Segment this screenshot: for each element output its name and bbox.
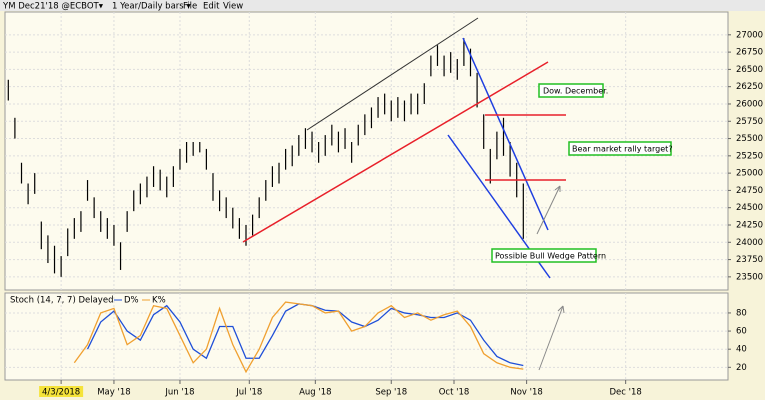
menu-file[interactable]: File: [183, 2, 197, 12]
stoch-title: Stoch (14, 7, 7) Delayed: [10, 296, 113, 306]
x-tick-label: Sep '18: [375, 388, 407, 398]
y-tick-label: 25500: [736, 134, 763, 144]
x-tick-label: Dec '18: [610, 388, 642, 398]
x-tick-label: Jul '18: [235, 388, 262, 398]
annotation-box: [538, 83, 604, 98]
y-tick-label: 27000: [736, 30, 763, 40]
y-tick-label: 20: [736, 363, 747, 373]
y-tick-label: 24750: [736, 186, 763, 196]
annotation: Possible Bull Wedge Pattern: [495, 252, 606, 261]
annotation: Bear market rally target?: [572, 145, 673, 154]
symbol-menu[interactable]: YM Dec21'18 @ECBOT▾: [2, 2, 104, 12]
wedge-upper-line: [462, 37, 549, 231]
upper-channel-line: [306, 17, 479, 131]
x-tick-label: Jun '18: [164, 388, 194, 398]
annotation-box: [491, 248, 597, 263]
menu-edit[interactable]: Edit: [203, 2, 220, 12]
stoch-panel: [4, 292, 729, 381]
y-tick-label: 25000: [736, 169, 763, 179]
arrow-head: [554, 185, 561, 192]
y-tick-label: 24000: [736, 238, 763, 248]
y-tick-label: 25250: [736, 151, 763, 161]
x-tick-label: 4/3/2018: [42, 388, 80, 398]
y-tick-label: 40: [736, 345, 747, 355]
y-tick-label: 24500: [736, 203, 763, 213]
y-tick-label: 80: [736, 308, 747, 318]
y-tick-label: 24250: [736, 220, 763, 230]
y-tick-label: 25750: [736, 117, 763, 127]
legend-label: K%: [152, 296, 166, 306]
y-tick-label: 23500: [736, 272, 763, 282]
period-menu[interactable]: 1 Year/Daily bars ▾: [112, 2, 191, 12]
y-tick-label: 26500: [736, 65, 763, 75]
annotation: Dow. December.: [543, 87, 608, 96]
annotation-box: [568, 141, 672, 156]
stoch-line: [73, 301, 524, 374]
y-tick-label: 60: [736, 327, 747, 337]
stoch-arrow: [538, 305, 564, 371]
plot-layer: [5, 12, 731, 380]
y-tick-label: 26750: [736, 48, 763, 58]
y-tick-label: 23750: [736, 255, 763, 265]
lower-channel-line: [242, 61, 549, 243]
arrow-head: [557, 305, 565, 314]
x-tick-label: Nov '18: [510, 388, 542, 398]
y-tick-label: 26000: [736, 99, 763, 109]
x-tick-label: May '18: [97, 388, 130, 398]
menu-view[interactable]: View: [223, 2, 243, 12]
legend-label: D%: [124, 296, 139, 306]
date-highlight: [39, 386, 84, 397]
y-tick-label: 26250: [736, 82, 763, 92]
x-tick-label: Aug '18: [299, 388, 331, 398]
toolbar: [0, 0, 765, 11]
arrow: [536, 185, 561, 235]
x-tick-label: Oct '18: [439, 388, 470, 398]
